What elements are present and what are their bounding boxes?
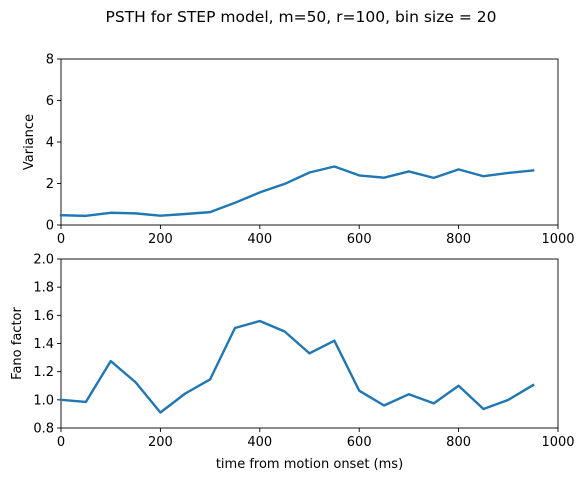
variance-y-tick-label: 8	[46, 53, 54, 68]
fano-factor-plot: 0 200 400 600 800 1000 0.8 1.0 1.2 1.4 1.6 1.8 2.0 Fa…	[10, 253, 575, 473]
fano-x-tick-label: 800	[446, 435, 471, 450]
fano-y-axis-label: Fano factor	[10, 307, 25, 380]
variance-x-tick-label: 200	[148, 232, 173, 247]
variance-y-tick-label: 0	[46, 219, 54, 234]
fano-y-tick-label: 0.8	[33, 422, 54, 437]
fano-series-line	[59, 319, 535, 414]
fano-y-tick-label: 1.2	[33, 365, 54, 380]
fano-x-axis-label: time from motion onset (ms)	[216, 457, 403, 472]
variance-y-axis-label: Variance	[22, 114, 37, 170]
fano-y-tick-label: 1.0	[33, 393, 54, 408]
variance-x-tick-label: 400	[247, 232, 272, 247]
variance-series-line	[59, 165, 535, 218]
variance-x-tick-label: 0	[57, 232, 65, 247]
variance-y-tick-label: 2	[46, 177, 54, 192]
fano-x-tick-label: 200	[148, 435, 173, 450]
fano-x-tick-label: 400	[247, 435, 272, 450]
variance-plot: 0 200 400 600 800 1000 0 2 4 6 8 Variance	[22, 53, 575, 248]
variance-x-tick-label: 800	[446, 232, 471, 247]
figure-title: PSTH for STEP model, m=50, r=100, bin si…	[106, 8, 497, 26]
fano-y-tick-label: 1.6	[33, 309, 54, 324]
fano-y-tick-label: 1.8	[33, 281, 54, 296]
fano-x-tick-label: 600	[347, 435, 372, 450]
fano-y-tick-label: 1.4	[33, 337, 54, 352]
variance-y-tick-label: 4	[46, 136, 54, 151]
fano-x-tick-label: 1000	[541, 435, 574, 450]
variance-x-tick-label: 1000	[541, 232, 574, 247]
variance-y-tick-label: 6	[46, 94, 54, 109]
fano-x-tick-label: 0	[57, 435, 65, 450]
variance-x-tick-label: 600	[347, 232, 372, 247]
fano-y-tick-label: 2.0	[33, 253, 54, 268]
